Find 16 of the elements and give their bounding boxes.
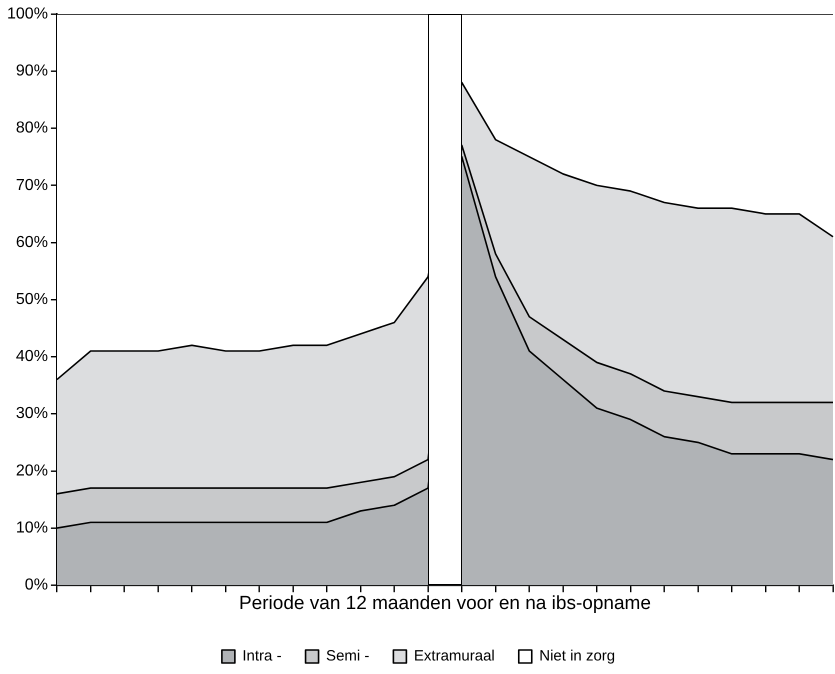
y-tick-label: 30% <box>16 405 48 422</box>
legend-label: Extramuraal <box>414 648 495 665</box>
y-tick-label: 20% <box>16 462 48 480</box>
y-tick-label: 40% <box>16 348 48 366</box>
y-tick-label: 0% <box>24 576 48 594</box>
legend-label: Niet in zorg <box>539 648 616 665</box>
y-tick-label: 100% <box>7 5 48 22</box>
y-tick-label: 10% <box>16 519 48 536</box>
legend-label: Semi - <box>326 648 370 665</box>
y-tick-label: 90% <box>16 62 48 80</box>
y-tick-label: 50% <box>16 291 48 308</box>
y-tick-label: 80% <box>16 120 48 137</box>
y-tick-label: 60% <box>16 234 48 251</box>
legend-label: Intra - <box>242 648 282 665</box>
y-tick-label: 70% <box>16 176 48 194</box>
x-axis-title: Periode van 12 maanden voor en na ibs-opname <box>238 592 651 614</box>
